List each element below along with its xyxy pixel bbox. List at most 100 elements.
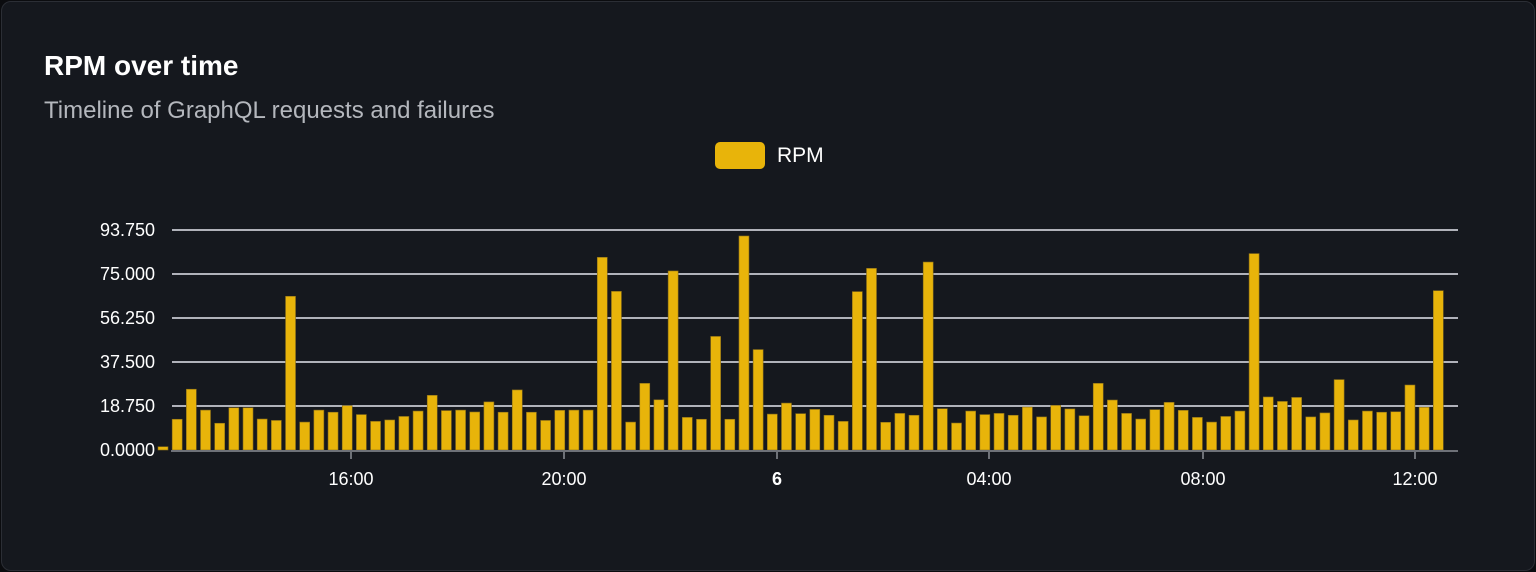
x-tick-label: 20:00 <box>541 469 586 489</box>
bar <box>880 422 891 451</box>
bar <box>809 409 821 451</box>
bar <box>1107 399 1118 451</box>
bar <box>1092 383 1104 451</box>
legend-swatch-rpm <box>715 142 765 169</box>
y-tick-label: 37.500 <box>100 352 155 372</box>
bar <box>1404 384 1416 451</box>
bar <box>200 409 211 451</box>
bar <box>1333 379 1345 451</box>
bar <box>596 257 608 451</box>
y-tick-label: 0.0000 <box>100 440 155 460</box>
bar <box>1433 290 1444 451</box>
bar <box>852 291 863 451</box>
bar <box>356 414 367 451</box>
bar <box>242 407 254 451</box>
bar <box>214 422 225 451</box>
bar <box>1135 418 1147 451</box>
bar <box>1234 410 1246 451</box>
bar <box>412 410 424 451</box>
chart-subtitle: Timeline of GraphQL requests and failure… <box>44 97 495 124</box>
bar <box>341 405 353 451</box>
bar <box>1177 410 1189 451</box>
bar <box>951 422 962 451</box>
bar <box>1022 406 1033 451</box>
bar <box>1220 416 1232 451</box>
bar <box>455 409 466 451</box>
bar <box>1319 412 1331 451</box>
bar <box>1163 402 1175 451</box>
chart-legend[interactable]: RPM <box>715 142 824 169</box>
bar <box>1206 421 1217 451</box>
x-tick-label: 12:00 <box>1392 469 1437 489</box>
bar <box>1347 419 1359 451</box>
x-tick-label: 6 <box>772 469 782 489</box>
bar <box>993 413 1005 451</box>
bar <box>554 410 566 451</box>
bar <box>526 411 537 451</box>
bar <box>795 413 806 451</box>
bar <box>752 349 764 451</box>
bar <box>837 421 849 451</box>
bar <box>667 270 679 451</box>
bar <box>724 418 736 451</box>
bar <box>1064 408 1076 451</box>
y-tick-label: 56.250 <box>100 308 155 328</box>
bar <box>228 407 240 451</box>
bar <box>1248 253 1260 451</box>
x-tick-label: 08:00 <box>1180 469 1225 489</box>
bar <box>511 389 523 451</box>
bar <box>1418 406 1430 451</box>
bar <box>497 411 509 451</box>
bar <box>1390 411 1402 451</box>
bar <box>823 414 835 451</box>
bar <box>582 409 594 451</box>
y-tick-label: 75.000 <box>100 264 155 284</box>
bar <box>781 402 792 451</box>
bar <box>285 295 296 451</box>
chart-title: RPM over time <box>44 50 239 81</box>
bar <box>1007 414 1019 451</box>
bar <box>1121 413 1132 451</box>
bar <box>186 388 197 451</box>
bar <box>171 418 183 451</box>
bar <box>370 421 381 451</box>
bar <box>540 420 551 451</box>
bar <box>1262 396 1274 451</box>
bar <box>1192 417 1203 451</box>
bar <box>681 417 693 451</box>
bar <box>894 413 906 451</box>
bar <box>256 418 268 451</box>
bar <box>469 411 481 451</box>
bar <box>1078 415 1090 451</box>
bar <box>1305 416 1317 451</box>
bar <box>738 235 750 451</box>
x-tick-label: 04:00 <box>966 469 1011 489</box>
bar <box>299 421 311 451</box>
bar <box>908 414 920 451</box>
bar <box>767 413 778 451</box>
bar <box>1362 410 1373 451</box>
bar <box>1291 397 1302 451</box>
bar <box>384 419 396 451</box>
bar <box>1050 405 1062 451</box>
bar <box>483 401 495 451</box>
bar <box>327 411 339 451</box>
bar <box>568 409 580 451</box>
bar <box>866 268 877 451</box>
bar <box>979 414 991 451</box>
bar <box>639 383 651 451</box>
bar <box>1036 416 1047 451</box>
bar <box>965 410 976 451</box>
bar <box>710 336 721 451</box>
bar <box>1376 411 1387 451</box>
bar <box>1277 401 1288 451</box>
bar <box>313 409 325 451</box>
bar <box>398 416 410 451</box>
bar <box>426 395 438 451</box>
bar <box>653 399 665 451</box>
bar <box>625 421 636 451</box>
bar <box>157 446 169 451</box>
bar <box>922 261 934 451</box>
